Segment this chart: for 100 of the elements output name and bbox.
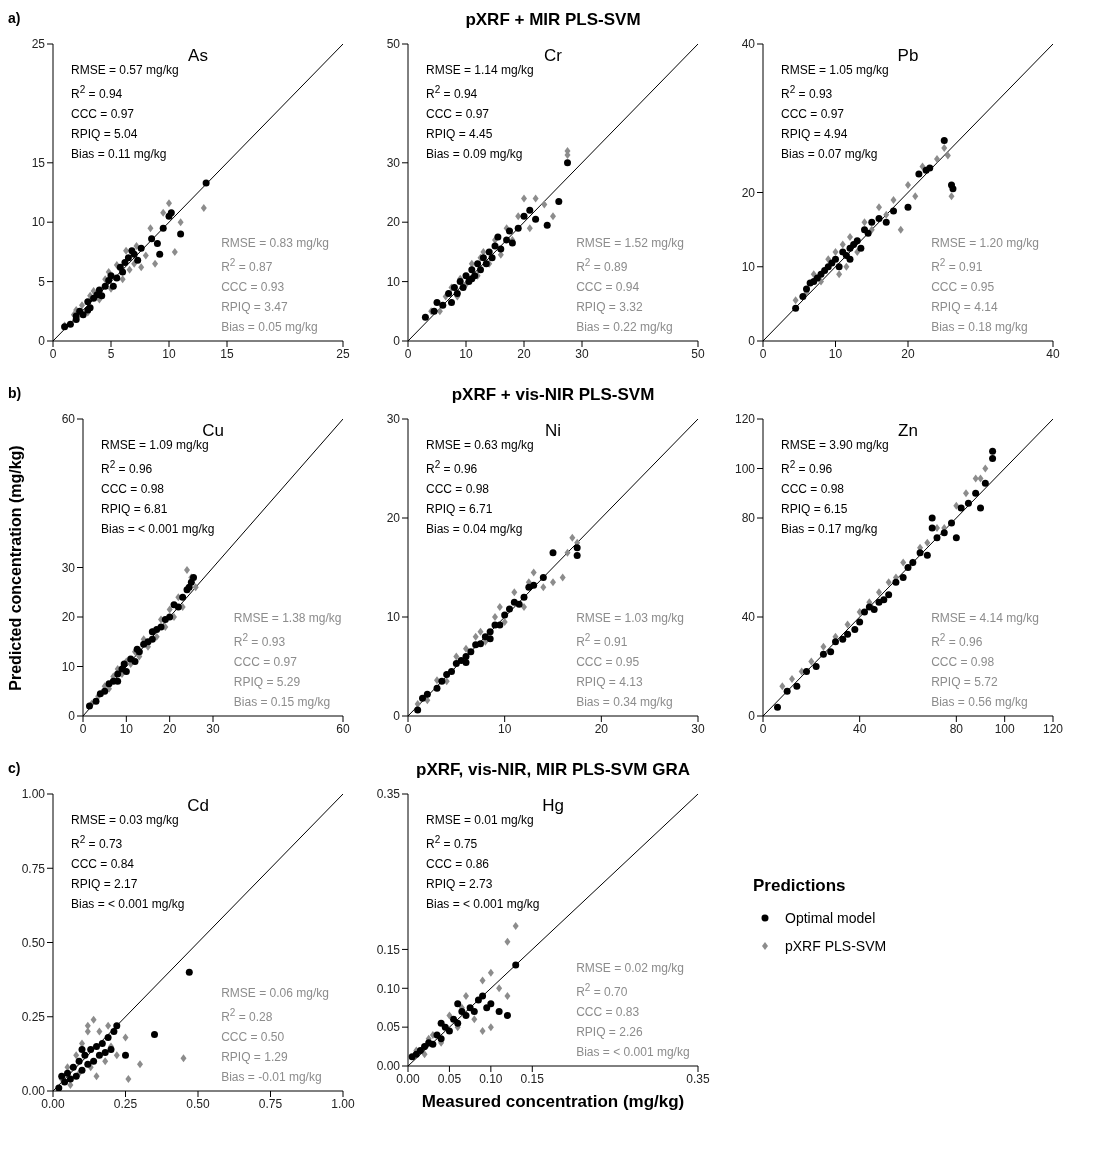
text: b) [8,385,22,401]
annotation: RMSE = 0.03 mg/kg [71,812,180,829]
annotation: R$^{2}$ = 0.87 [221,256,274,276]
y-tick-label: 0.00 [21,1084,46,1099]
y-tick-label: 30 [386,412,401,427]
chart-subtitle: pXRF + MIR PLS-SVM [464,10,642,30]
x-tick-label: 20 [517,346,531,361]
x-tick-label: 30 [575,346,589,361]
y-tick-label: 0.00 [376,1059,401,1074]
annotation: RPIQ = 6.15 [781,501,849,518]
y-tick-label: 30 [386,156,401,171]
y-tick-label: 0.15 [376,942,401,957]
x-tick-label: 80 [949,721,964,736]
chart-subtitle: pXRF + vis-NIR PLS-SVM [450,385,656,405]
y-tick-label: 1.00 [21,787,46,802]
annotation: R$^{2}$ = 0.75 [426,833,479,853]
annotation: CCC = 0.50 [221,1029,286,1046]
y-tick-label: 100 [734,461,756,476]
y-tick-label: 40 [741,37,756,52]
y-tick-label: 25 [31,37,46,52]
annotation: Bias = 0.34 mg/kg [576,694,674,711]
annotation: RMSE = 1.38 mg/kg [233,610,342,627]
x-tick-label: 0 [759,721,767,736]
annotation: RMSE = 1.03 mg/kg [576,610,684,627]
annotation: Bias = -0.01 mg/kg [221,1069,323,1086]
y-tick-label: 0.75 [21,861,46,876]
y-tick-label: 0 [748,709,756,724]
annotation: RPIQ = 6.81 [101,501,169,518]
x-tick-label: 10 [459,346,473,361]
chart-title: Ni [544,421,562,440]
annotation: Bias = 0.56 mg/kg [931,694,1029,711]
y-tick-label: 20 [741,185,756,200]
x-tick-label: 0.05 [437,1071,462,1086]
y-tick-label: 80 [741,511,756,526]
annotation: R$^{2}$ = 0.89 [576,256,629,276]
annotation: R$^{2}$ = 0.73 [71,833,124,853]
annotation: Bias = 0.04 mg/kg [426,521,524,538]
annotation: R$^{2}$ = 0.96 [931,631,984,651]
y-tick-label: 0 [748,334,756,349]
y-tick-label: 0 [38,334,46,349]
y-tick-label: 0 [393,334,401,349]
x-tick-label: 20 [162,721,177,736]
y-tick-label: 10 [61,659,76,674]
annotation: RPIQ = 5.29 [233,674,302,691]
chart-title: Hg [542,796,564,815]
annotation: CCC = 0.98 [101,481,166,498]
y-tick-label: 60 [61,412,76,427]
chart-title: Pb [897,46,919,65]
annotation: RPIQ = 5.04 [71,126,139,143]
annotation: Bias = 0.09 mg/kg [426,146,524,163]
annotation: RPIQ = 2.73 [426,876,494,893]
annotation: RMSE = 0.06 mg/kg [221,985,329,1002]
annotation: RMSE = 0.57 mg/kg [71,62,179,79]
annotation: RPIQ = 4.94 [781,126,849,143]
annotation: CCC = 0.83 [576,1004,641,1021]
y-axis-title: Predicted concentration (mg/kg) [7,443,25,693]
y-tick-label: 0 [393,709,401,724]
y-tick-label: 10 [386,610,401,625]
text: a) [8,10,21,26]
x-tick-label: 20 [901,346,915,361]
annotation: Bias = < 0.001 mg/kg [426,896,540,913]
annotation: RPIQ = 4.45 [426,126,494,143]
annotation: R$^{2}$ = 0.96 [426,458,479,478]
annotation: R$^{2}$ = 0.28 [221,1006,274,1026]
annotation: CCC = 0.97 [71,106,136,123]
x-tick-label: 0.15 [520,1071,545,1086]
y-tick-label: 0.10 [376,981,401,996]
y-tick-label: 5 [38,274,46,289]
chart-title: Cr [544,46,562,65]
annotation: RMSE = 0.01 mg/kg [426,812,535,829]
annotation: RMSE = 1.14 mg/kg [426,62,534,79]
annotation: CCC = 0.98 [781,481,846,498]
annotation: R$^{2}$ = 0.94 [71,83,124,103]
y-tick-label: 15 [31,156,46,171]
annotation: CCC = 0.98 [426,481,491,498]
x-tick-label: 30 [206,721,220,736]
annotation: CCC = 0.93 [221,279,286,296]
x-tick-label: 0.10 [479,1071,503,1086]
annotation: CCC = 0.97 [233,654,298,671]
text: c) [8,760,21,776]
x-tick-label: 15 [220,346,234,361]
annotation: Bias = < 0.001 mg/kg [71,896,185,913]
y-tick-label: 0.50 [21,935,46,950]
annotation: RPIQ = 4.14 [931,299,999,316]
annotation: Bias = 0.22 mg/kg [576,319,674,336]
annotation: Bias = 0.07 mg/kg [781,146,879,163]
annotation: CCC = 0.84 [71,856,136,873]
x-tick-label: 50 [691,346,705,361]
y-tick-label: 0.05 [376,1020,401,1035]
x-tick-label: 0 [49,346,57,361]
chart-title: Zn [898,421,918,440]
y-tick-label: 20 [61,610,76,625]
x-tick-label: 0 [404,721,412,736]
x-tick-label: 100 [994,721,1015,736]
annotation: RPIQ = 6.71 [426,501,494,518]
annotation: R$^{2}$ = 0.93 [233,631,287,651]
legend-label: pXRF PLS-SVM [785,937,887,954]
x-tick-label: 10 [119,721,134,736]
x-tick-label: 1.00 [331,1096,355,1111]
legend-title: Predictions [753,875,847,896]
